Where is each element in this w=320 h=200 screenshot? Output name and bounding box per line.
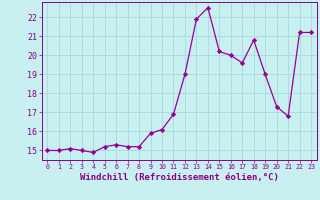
X-axis label: Windchill (Refroidissement éolien,°C): Windchill (Refroidissement éolien,°C) (80, 173, 279, 182)
